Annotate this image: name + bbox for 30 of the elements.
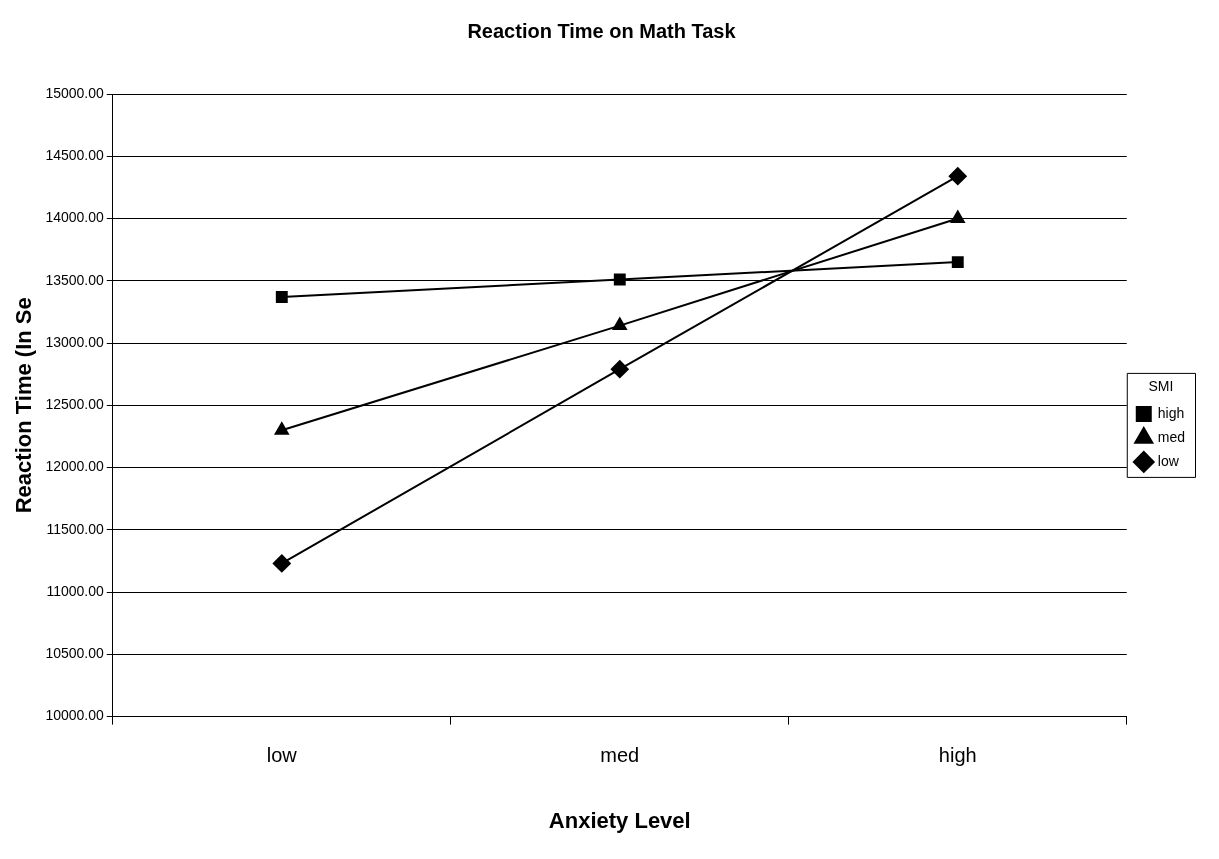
- y-tick-label: 13500.00: [45, 271, 104, 288]
- point: [272, 554, 291, 573]
- y-tick-label: 11500.00: [46, 520, 104, 537]
- x-tick-label: med: [600, 744, 640, 767]
- point: [274, 422, 289, 435]
- point: [610, 360, 629, 379]
- y-tick-label: 12500.00: [45, 396, 104, 413]
- legend-label: low: [1157, 452, 1180, 469]
- y-tick-label: 10000.00: [45, 707, 104, 724]
- x-tick-label: low: [266, 744, 298, 767]
- legend-title: SMI: [1148, 377, 1174, 394]
- y-tick-label: 13000.00: [45, 333, 104, 350]
- point: [950, 210, 965, 224]
- y-axis-title: Reaction Time (In Se: [11, 297, 37, 514]
- y-tick-label: 12000.00: [45, 458, 104, 475]
- chart-title: Reaction Time on Math Task: [467, 19, 737, 42]
- y-tick-label: 15000.00: [45, 84, 104, 101]
- x-axis-title: Anxiety Level: [548, 807, 691, 833]
- x-tick-label: high: [938, 744, 977, 767]
- point: [951, 256, 964, 269]
- point: [613, 273, 626, 286]
- point: [948, 167, 967, 186]
- y-tick-label: 10500.00: [45, 645, 104, 662]
- y-tick-label: 14500.00: [45, 147, 104, 164]
- y-tick-label: 14000.00: [45, 209, 104, 226]
- legend-label: med: [1157, 428, 1185, 445]
- point: [275, 291, 288, 303]
- point: [612, 317, 627, 331]
- y-tick-label: 11000.00: [46, 582, 104, 599]
- legend-label: high: [1157, 404, 1185, 421]
